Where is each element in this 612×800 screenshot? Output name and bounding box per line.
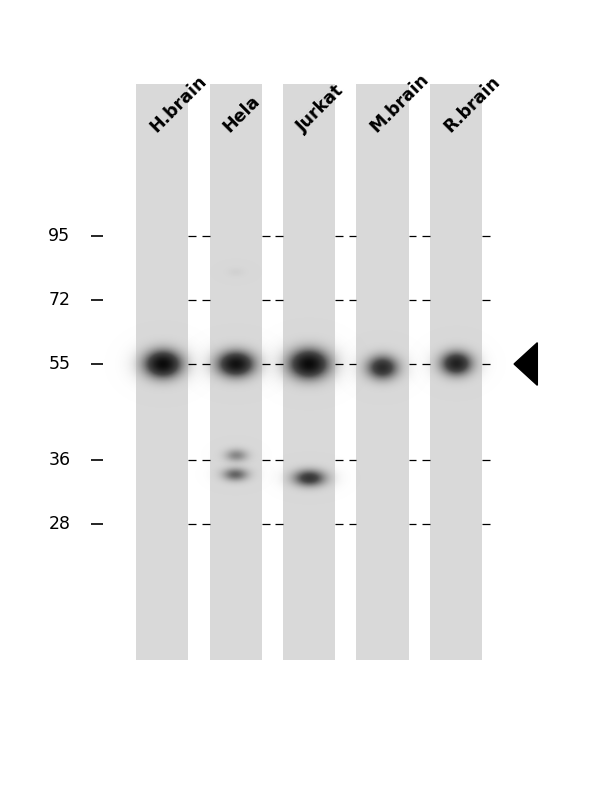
Text: M.brain: M.brain [367, 70, 433, 136]
Text: R.brain: R.brain [440, 73, 504, 136]
Bar [430, 84, 482, 660]
Text: 28: 28 [48, 515, 70, 533]
Bar [356, 84, 409, 660]
Text: 55: 55 [48, 355, 70, 373]
Text: H.brain: H.brain [146, 72, 211, 136]
Text: 72: 72 [48, 291, 70, 309]
Bar [283, 84, 335, 660]
Text: Hela: Hela [220, 92, 264, 136]
Polygon shape [514, 342, 537, 386]
Text: Jurkat: Jurkat [293, 82, 348, 136]
Text: 95: 95 [48, 227, 70, 245]
Text: 36: 36 [48, 451, 70, 469]
Bar [209, 84, 262, 660]
Bar [136, 84, 188, 660]
